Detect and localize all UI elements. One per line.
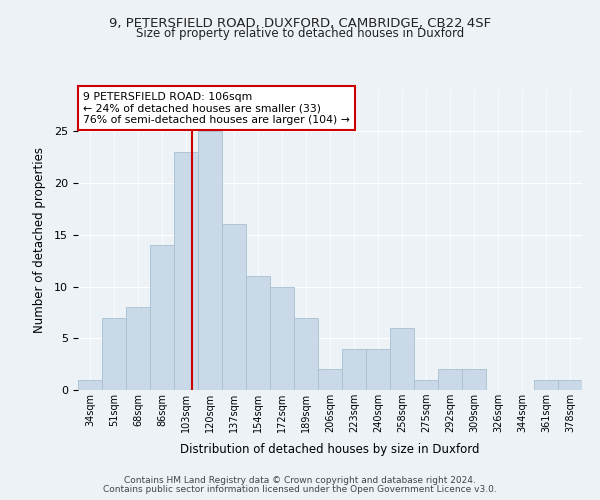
Text: 9, PETERSFIELD ROAD, DUXFORD, CAMBRIDGE, CB22 4SF: 9, PETERSFIELD ROAD, DUXFORD, CAMBRIDGE,… bbox=[109, 18, 491, 30]
Bar bbox=[318, 370, 342, 390]
Bar bbox=[414, 380, 438, 390]
Bar bbox=[366, 348, 390, 390]
Bar bbox=[270, 286, 294, 390]
Bar bbox=[150, 245, 174, 390]
Bar bbox=[126, 307, 150, 390]
Bar bbox=[558, 380, 582, 390]
Text: 9 PETERSFIELD ROAD: 106sqm
← 24% of detached houses are smaller (33)
76% of semi: 9 PETERSFIELD ROAD: 106sqm ← 24% of deta… bbox=[83, 92, 350, 124]
Text: Contains public sector information licensed under the Open Government Licence v3: Contains public sector information licen… bbox=[103, 485, 497, 494]
Bar bbox=[294, 318, 318, 390]
Bar bbox=[246, 276, 270, 390]
Bar bbox=[390, 328, 414, 390]
Text: Contains HM Land Registry data © Crown copyright and database right 2024.: Contains HM Land Registry data © Crown c… bbox=[124, 476, 476, 485]
Y-axis label: Number of detached properties: Number of detached properties bbox=[33, 147, 46, 333]
Text: Size of property relative to detached houses in Duxford: Size of property relative to detached ho… bbox=[136, 28, 464, 40]
Bar bbox=[534, 380, 558, 390]
Bar bbox=[438, 370, 462, 390]
Bar bbox=[342, 348, 366, 390]
Bar bbox=[198, 132, 222, 390]
X-axis label: Distribution of detached houses by size in Duxford: Distribution of detached houses by size … bbox=[180, 444, 480, 456]
Bar bbox=[102, 318, 126, 390]
Bar bbox=[174, 152, 198, 390]
Bar bbox=[78, 380, 102, 390]
Bar bbox=[462, 370, 486, 390]
Bar bbox=[222, 224, 246, 390]
